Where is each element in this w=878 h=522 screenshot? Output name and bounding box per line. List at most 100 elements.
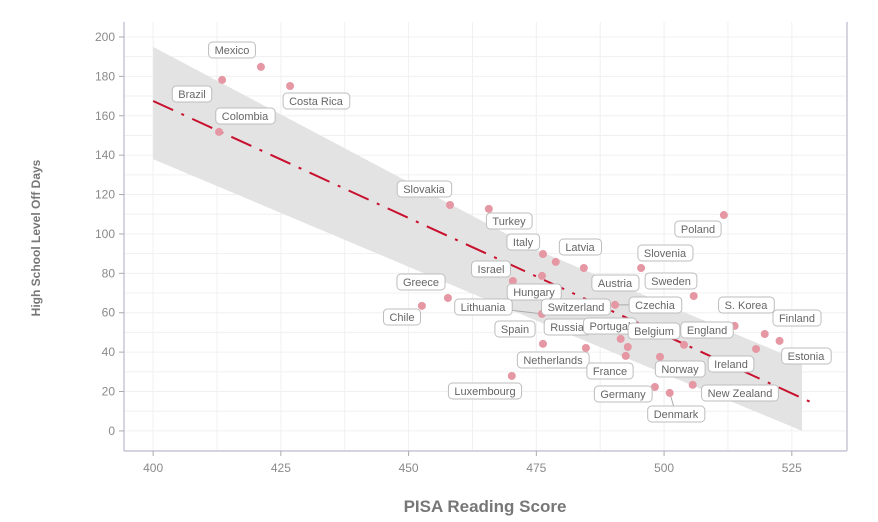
data-point [650, 382, 659, 391]
label-text: Netherlands [523, 355, 583, 367]
point-label: Italy [506, 233, 541, 251]
point-label: Lithuania [454, 298, 513, 316]
label-box [171, 85, 213, 103]
label-text: Colombia [222, 111, 269, 123]
label-box [454, 298, 513, 316]
label-box [485, 212, 533, 230]
axes: 0 20 40 60 80 100 120 140 160 180 200 400 425 450 475 5… [95, 22, 848, 475]
data-point [579, 264, 588, 273]
x-tick-label: 450 [399, 461, 419, 475]
y-tick-label: 100 [95, 227, 115, 241]
data-point [719, 211, 728, 220]
label-text: Denmark [654, 409, 699, 421]
label-box [772, 309, 822, 327]
label-box [396, 180, 453, 198]
data-point [637, 264, 646, 273]
point-label: Switzerland [541, 298, 611, 316]
point-label: Netherlands [516, 351, 590, 369]
data-point [680, 340, 689, 349]
label-box [506, 233, 541, 251]
label-box [586, 362, 634, 380]
y-tick-label: 80 [102, 266, 116, 280]
point-label: Turkey [485, 212, 533, 230]
x-tick-label: 425 [271, 461, 291, 475]
data-point [621, 351, 630, 360]
y-tick-label: 60 [102, 306, 116, 320]
y-tick-label: 120 [95, 188, 115, 202]
label-text: Norway [661, 364, 699, 376]
point-label: Colombia [215, 107, 276, 125]
label-box [701, 384, 779, 402]
label-box [591, 274, 640, 292]
label-text: Switzerland [548, 302, 605, 314]
label-text: Estonia [788, 351, 826, 363]
x-tick-label: 475 [526, 461, 546, 475]
label-text: Latvia [565, 242, 595, 254]
data-point [286, 82, 295, 91]
point-label: Spain [494, 320, 536, 338]
point-label: Latvia [558, 238, 603, 256]
x-tick-label: 500 [654, 461, 674, 475]
label-box [627, 322, 681, 340]
data-point [215, 127, 224, 136]
y-tick-label: 140 [95, 148, 115, 162]
label-box [208, 41, 256, 59]
data-point [507, 371, 516, 380]
data-point [538, 250, 547, 259]
label-text: France [593, 366, 627, 378]
data-point [688, 380, 697, 389]
point-label: England [680, 321, 734, 339]
data-point [537, 271, 546, 280]
label-text: Brazil [178, 89, 206, 101]
data-point [445, 200, 454, 209]
label-text: Chile [389, 312, 414, 324]
label-box [628, 296, 683, 314]
label-box [471, 260, 511, 278]
label-text: Slovenia [644, 248, 687, 260]
point-label: Portugal [583, 317, 637, 335]
point-label: Denmark [647, 405, 706, 423]
label-text: Mexico [215, 45, 250, 57]
data-point [218, 75, 227, 84]
label-text: Czechia [635, 300, 676, 312]
y-tick-label: 0 [108, 424, 115, 438]
label-box [494, 320, 536, 338]
label-text: Finland [779, 313, 815, 325]
data-point [551, 257, 560, 266]
y-tick-label: 180 [95, 69, 115, 83]
label-box [647, 405, 706, 423]
data-point [655, 352, 664, 361]
point-label: Mexico [208, 41, 256, 59]
data-point [760, 330, 769, 338]
point-label: Chile [382, 308, 422, 326]
data-point [508, 277, 517, 286]
point-label: Austria [591, 274, 640, 292]
label-text: Luxembourg [454, 386, 515, 398]
point-label: Ireland [707, 355, 755, 373]
x-tick-label: 400 [143, 461, 163, 475]
x-tick-label: 525 [782, 461, 802, 475]
label-text: Israel [478, 264, 505, 276]
label-text: Greece [403, 277, 439, 289]
label-text: Germany [600, 389, 646, 401]
data-point [581, 343, 590, 352]
label-text: Spain [501, 324, 529, 336]
label-text: Lithuania [461, 302, 507, 314]
point-label: Poland [674, 220, 722, 238]
data-point [616, 334, 625, 343]
label-box [707, 355, 755, 373]
point-label: Belgium [627, 322, 681, 340]
label-box [680, 321, 734, 339]
label-box [541, 298, 611, 316]
label-box [781, 347, 832, 365]
label-text: Portugal [590, 321, 631, 333]
label-text: Hungary [513, 287, 555, 299]
point-label: Luxembourg [447, 382, 523, 400]
label-text: England [687, 325, 727, 337]
point-label: Brazil [171, 85, 213, 103]
point-labels: Mexico Brazil Costa Rica Colombia Slovakia Tu… [171, 41, 832, 423]
label-box [447, 382, 523, 400]
label-text: Poland [681, 224, 715, 236]
point-label: Slovakia [396, 180, 453, 198]
point-label: Hungary [506, 283, 562, 301]
